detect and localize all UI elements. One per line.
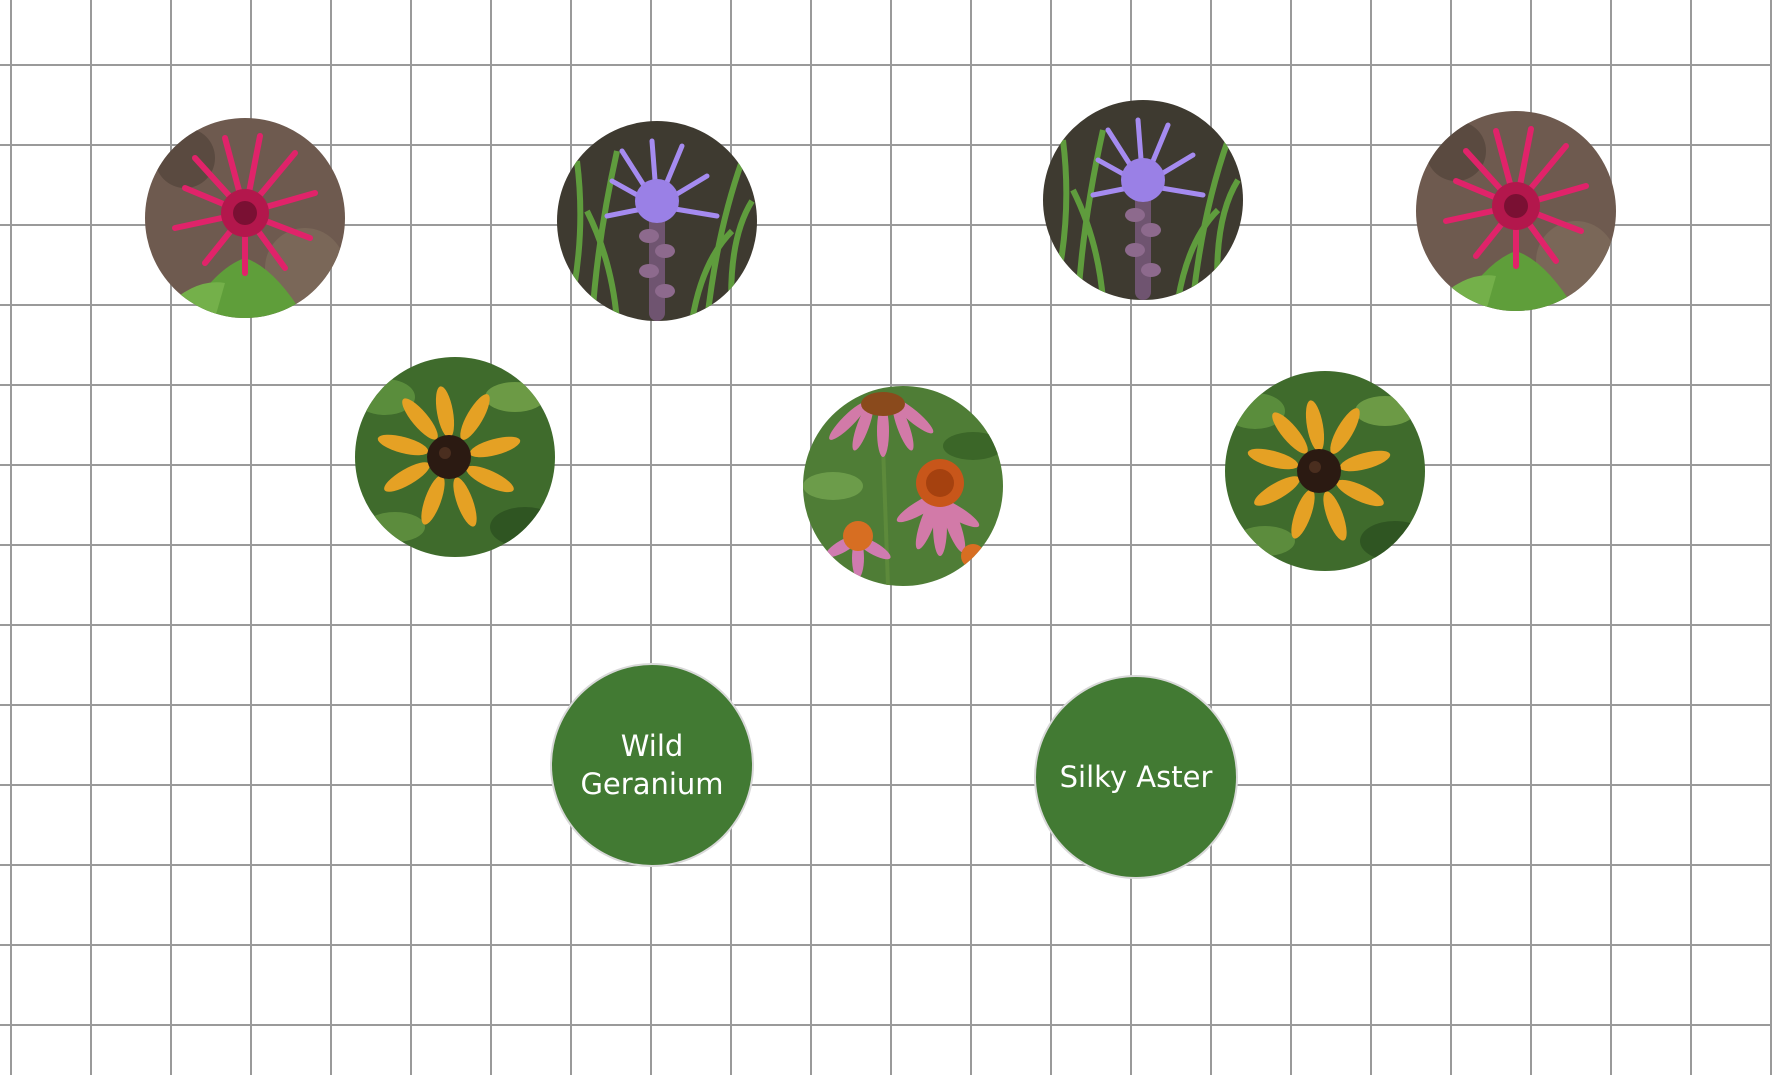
wild-geranium-label: Wild Geranium bbox=[580, 729, 724, 801]
black-eyed-susan-plant[interactable] bbox=[355, 357, 555, 557]
blazing-star-plant[interactable] bbox=[1043, 100, 1243, 300]
blazing-star-icon bbox=[1043, 100, 1243, 300]
black-eyed-susan-icon bbox=[1225, 371, 1425, 571]
purple-coneflower-plant[interactable] bbox=[803, 386, 1003, 586]
bee-balm-icon bbox=[145, 118, 345, 318]
blazing-star-plant[interactable] bbox=[557, 121, 757, 321]
bee-balm-plant[interactable] bbox=[145, 118, 345, 318]
coneflower-icon bbox=[803, 386, 1003, 586]
bee-balm-icon bbox=[1416, 111, 1616, 311]
black-eyed-susan-plant[interactable] bbox=[1225, 371, 1425, 571]
silky-aster-marker[interactable]: Silky Aster bbox=[1036, 677, 1236, 877]
wild-geranium-marker[interactable]: Wild Geranium bbox=[552, 665, 752, 865]
black-eyed-susan-icon bbox=[355, 357, 555, 557]
silky-aster-label: Silky Aster bbox=[1059, 760, 1213, 794]
bee-balm-plant[interactable] bbox=[1416, 111, 1616, 311]
blazing-star-icon bbox=[557, 121, 757, 321]
